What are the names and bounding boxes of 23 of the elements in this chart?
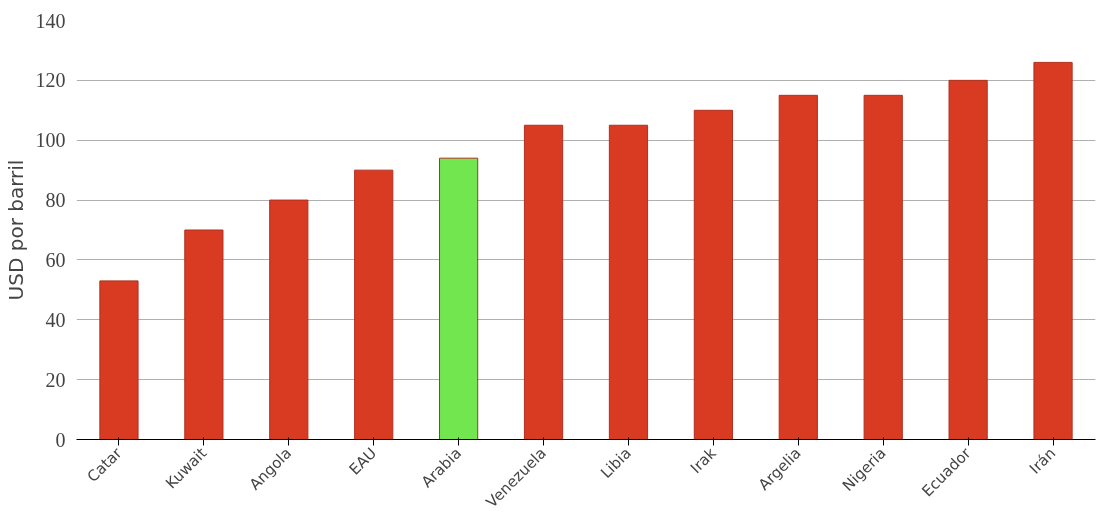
bar [439, 157, 479, 440]
bar [608, 124, 649, 440]
y-tick-label: 0 [55, 428, 66, 451]
y-axis-title: USD por barril [3, 159, 28, 301]
y-tick-label: 100 [35, 129, 66, 152]
bar [269, 199, 309, 440]
y-tick-label: 80 [45, 189, 66, 212]
y-tick-label: 120 [35, 69, 66, 92]
bar [693, 109, 733, 440]
bar [354, 169, 394, 440]
y-tick-label: 140 [35, 9, 66, 32]
bar [523, 124, 564, 440]
y-tick-label: 20 [45, 368, 66, 391]
x-tick-label: Irán [1025, 444, 1060, 478]
x-tick-label: Irak [686, 443, 720, 477]
bar [948, 79, 988, 440]
bar [99, 280, 139, 440]
bar [1033, 61, 1073, 440]
y-tick-label: 60 [45, 248, 66, 271]
bar [184, 229, 224, 440]
y-tick-label: 40 [45, 308, 66, 331]
bar [863, 94, 903, 440]
bar [778, 94, 818, 440]
